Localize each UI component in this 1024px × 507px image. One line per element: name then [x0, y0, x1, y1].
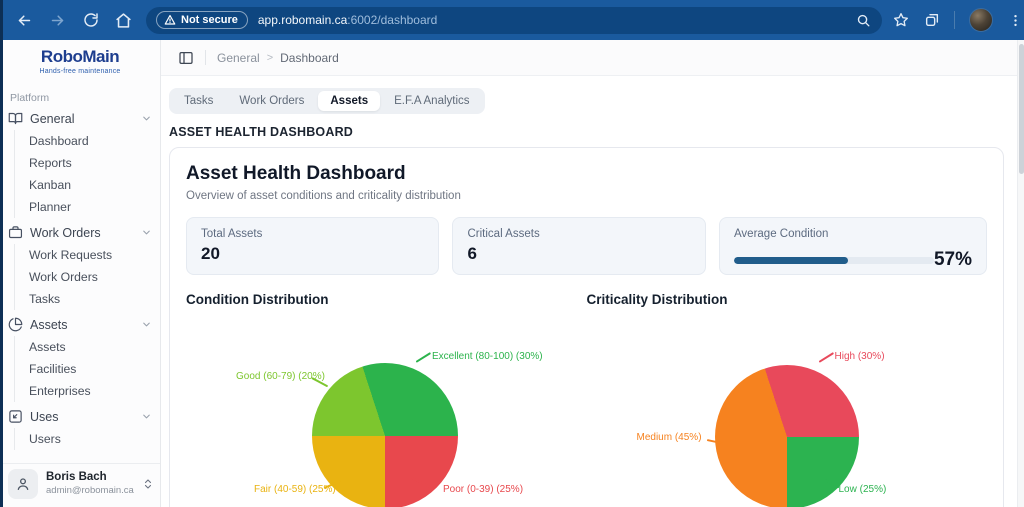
- chevron-down-icon: [141, 319, 152, 330]
- toolbar-divider: [954, 11, 955, 29]
- breadcrumb-parent[interactable]: General: [217, 50, 260, 65]
- chevron-down-icon: [141, 411, 152, 422]
- kebab-menu-icon[interactable]: [1007, 12, 1024, 29]
- panel-left-icon[interactable]: [178, 50, 194, 66]
- tab-efa-analytics[interactable]: E.F.A Analytics: [394, 95, 470, 107]
- chevrons-up-down-icon: [142, 477, 154, 491]
- security-label: Not secure: [181, 14, 238, 26]
- breadcrumb-bar: General > Dashboard: [161, 40, 1024, 76]
- user-name: Boris Bach: [46, 471, 107, 484]
- condition-progress-fill: [733, 256, 848, 264]
- home-icon[interactable]: [115, 12, 132, 29]
- user-icon: [17, 478, 29, 490]
- sidebar-group-work-orders[interactable]: Work Orders: [8, 222, 152, 244]
- not-secure-badge[interactable]: Not secure: [156, 11, 248, 29]
- breadcrumb-divider: [205, 50, 206, 65]
- sidebar-item-reports[interactable]: Reports: [29, 155, 72, 170]
- logo-tagline: Hands-free maintenance: [39, 67, 121, 75]
- sidebar-group-uses[interactable]: Uses: [8, 406, 152, 428]
- window-edge: [0, 0, 3, 507]
- sidebar: RoboMain Hands-free maintenance Platform…: [0, 40, 161, 507]
- chevron-down-icon: [141, 113, 152, 124]
- sidebar-group-assets[interactable]: Assets: [8, 314, 152, 336]
- pie-label-good: Good (60-79) (20%): [236, 371, 325, 382]
- stat-average-condition: Average Condition 57%: [718, 217, 987, 275]
- square-arrow-icon: [8, 409, 23, 424]
- pie-chart-icon: [8, 317, 23, 332]
- address-bar[interactable]: Not secure app.robomain.ca:6002/dashboar…: [146, 6, 882, 34]
- card-title: Asset Health Dashboard: [186, 163, 406, 184]
- platform-section-label: Platform: [10, 91, 50, 104]
- tab-work-orders[interactable]: Work Orders: [239, 95, 305, 107]
- asset-health-card: Asset Health Dashboard Overview of asset…: [169, 147, 1004, 507]
- bookmark-star-icon[interactable]: [892, 12, 909, 29]
- pie-label-excellent: Excellent (80-100) (30%): [432, 351, 543, 362]
- zoom-icon[interactable]: [855, 12, 872, 29]
- pie-label-fair: Fair (40-59) (25%): [254, 484, 336, 495]
- sidebar-item-dashboard[interactable]: Dashboard: [29, 133, 89, 148]
- sidebar-item-tasks[interactable]: Tasks: [29, 291, 61, 306]
- sidebar-item-planner[interactable]: Planner: [29, 199, 72, 214]
- url-text: app.robomain.ca:6002/dashboard: [257, 13, 438, 27]
- stat-total-assets: Total Assets 20: [186, 217, 440, 275]
- sidebar-item-enterprises[interactable]: Enterprises: [29, 383, 91, 398]
- browser-toolbar: Not secure app.robomain.ca:6002/dashboar…: [0, 0, 1024, 40]
- pie-label-poor: Poor (0-39) (25%): [443, 484, 524, 495]
- extensions-icon[interactable]: [923, 12, 940, 29]
- stat-critical-assets: Critical Assets 6: [452, 217, 706, 275]
- user-avatar: [8, 469, 38, 499]
- reload-icon[interactable]: [82, 12, 99, 29]
- book-open-icon: [8, 111, 23, 126]
- tab-assets[interactable]: Assets: [318, 91, 381, 111]
- sidebar-user-footer[interactable]: Boris Bach admin@robomain.ca: [0, 463, 160, 507]
- back-icon[interactable]: [16, 12, 33, 29]
- forward-icon[interactable]: [49, 12, 66, 29]
- sidebar-item-facilities[interactable]: Facilities: [29, 361, 77, 376]
- condition-progress-track: [733, 256, 934, 264]
- sidebar-item-work-orders[interactable]: Work Orders: [29, 269, 98, 284]
- profile-avatar[interactable]: [969, 8, 993, 32]
- dashboard-tabs: Tasks Work Orders Assets E.F.A Analytics: [169, 88, 485, 114]
- section-heading: ASSET HEALTH DASHBOARD: [169, 125, 354, 139]
- sidebar-group-general[interactable]: General: [8, 108, 152, 130]
- pie-label-low: Low (25%): [838, 484, 887, 495]
- card-subtitle: Overview of asset conditions and critica…: [186, 190, 461, 202]
- scrollbar-thumb[interactable]: [1019, 44, 1024, 174]
- page-scrollbar[interactable]: [1017, 40, 1024, 507]
- chevron-down-icon: [141, 227, 152, 238]
- briefcase-icon: [8, 225, 23, 240]
- pie-label-medium: Medium (45%): [636, 432, 702, 443]
- sidebar-item-kanban[interactable]: Kanban: [29, 177, 72, 192]
- warning-icon: [164, 14, 176, 25]
- sidebar-item-work-requests[interactable]: Work Requests: [29, 247, 113, 262]
- condition-value: 57%: [933, 249, 972, 270]
- breadcrumb-separator: >: [266, 51, 274, 64]
- pie-label-high: High (30%): [834, 351, 885, 362]
- breadcrumb-current: Dashboard: [280, 50, 339, 65]
- sidebar-item-users[interactable]: Users: [29, 431, 61, 446]
- user-email: admin@robomain.ca: [46, 485, 134, 497]
- condition-distribution-chart: Condition Distribution Excellent (80-100…: [186, 292, 587, 507]
- tab-tasks[interactable]: Tasks: [184, 95, 214, 107]
- logo-title: RoboMain: [40, 47, 120, 66]
- app-logo: RoboMain Hands-free maintenance: [8, 47, 152, 75]
- criticality-distribution-chart: Criticality Distribution High (30%) Medi…: [587, 292, 988, 507]
- sidebar-item-assets[interactable]: Assets: [29, 339, 66, 354]
